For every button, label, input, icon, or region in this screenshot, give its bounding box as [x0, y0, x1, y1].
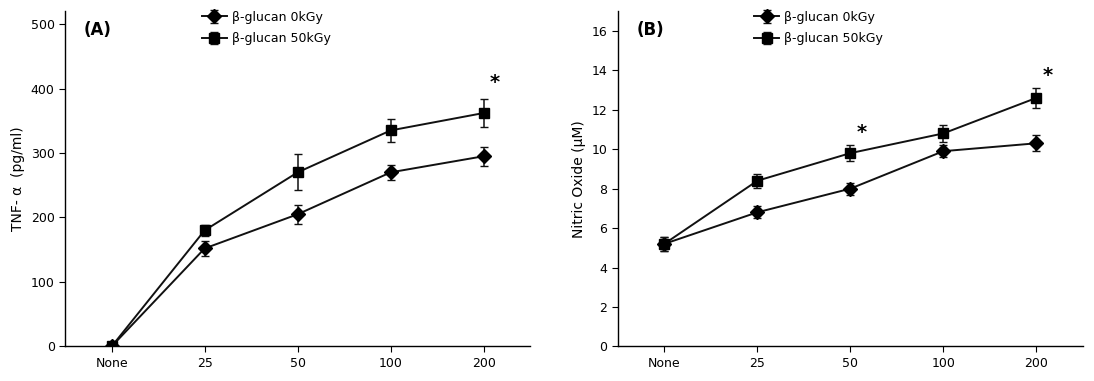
- Legend: β-glucan 0kGy, β-glucan 50kGy: β-glucan 0kGy, β-glucan 50kGy: [754, 11, 883, 45]
- Y-axis label: Nitric Oxide (μM): Nitric Oxide (μM): [572, 120, 586, 238]
- Legend: β-glucan 0kGy, β-glucan 50kGy: β-glucan 0kGy, β-glucan 50kGy: [201, 11, 330, 45]
- Text: *: *: [857, 123, 866, 142]
- Text: (B): (B): [637, 21, 664, 39]
- Y-axis label: TNF- α  (pg/ml): TNF- α (pg/ml): [11, 126, 25, 231]
- Text: *: *: [1043, 66, 1052, 85]
- Text: *: *: [490, 74, 500, 92]
- Text: (A): (A): [83, 21, 112, 39]
